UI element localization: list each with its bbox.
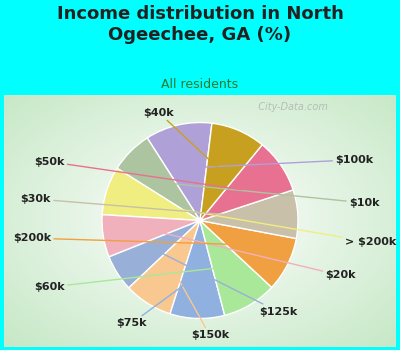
Wedge shape bbox=[200, 220, 296, 287]
Text: $30k: $30k bbox=[21, 194, 251, 217]
Wedge shape bbox=[117, 138, 200, 220]
Text: All residents: All residents bbox=[162, 78, 238, 91]
Text: Income distribution in North
Ogeechee, GA (%): Income distribution in North Ogeechee, G… bbox=[56, 5, 344, 44]
Wedge shape bbox=[109, 220, 200, 288]
Text: $100k: $100k bbox=[191, 155, 373, 168]
Text: $50k: $50k bbox=[34, 157, 242, 190]
Wedge shape bbox=[200, 145, 293, 220]
Text: $10k: $10k bbox=[164, 183, 380, 208]
Wedge shape bbox=[200, 220, 272, 315]
Wedge shape bbox=[200, 123, 262, 220]
Text: $60k: $60k bbox=[34, 267, 225, 292]
Text: $75k: $75k bbox=[116, 276, 196, 329]
Wedge shape bbox=[170, 220, 225, 318]
Text: $200k: $200k bbox=[13, 233, 245, 245]
Wedge shape bbox=[102, 215, 200, 257]
Text: $20k: $20k bbox=[150, 230, 356, 280]
Text: > $200k: > $200k bbox=[152, 204, 396, 247]
Text: $125k: $125k bbox=[157, 251, 298, 317]
Text: $40k: $40k bbox=[144, 107, 219, 169]
Wedge shape bbox=[102, 168, 200, 220]
Wedge shape bbox=[200, 190, 298, 239]
Wedge shape bbox=[147, 122, 212, 220]
Text: $150k: $150k bbox=[173, 268, 229, 340]
Text: City-Data.com: City-Data.com bbox=[252, 102, 328, 112]
Wedge shape bbox=[129, 220, 200, 314]
